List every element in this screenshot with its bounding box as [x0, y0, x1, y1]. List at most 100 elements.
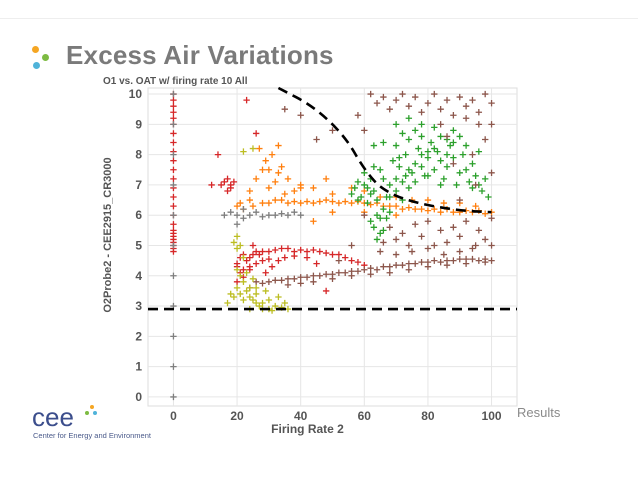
data-point	[386, 269, 393, 276]
data-point	[361, 169, 368, 176]
data-point	[348, 242, 355, 249]
data-point	[386, 106, 393, 113]
data-point	[367, 265, 374, 272]
data-point	[246, 284, 253, 292]
y-tick-label: 10	[129, 87, 143, 101]
data-point	[170, 221, 177, 228]
data-point	[230, 178, 238, 186]
data-point	[405, 184, 413, 192]
data-point	[313, 260, 320, 267]
data-point	[322, 196, 330, 204]
data-point	[418, 109, 425, 116]
data-point	[268, 151, 276, 158]
data-point	[469, 160, 476, 167]
data-point	[431, 257, 438, 264]
data-point	[316, 272, 323, 279]
data-point	[418, 121, 425, 128]
data-point	[170, 115, 177, 122]
data-point	[412, 178, 419, 186]
data-point	[440, 175, 448, 183]
data-point	[462, 115, 470, 122]
data-point	[354, 112, 362, 119]
data-point	[265, 184, 273, 192]
data-point	[335, 257, 343, 264]
data-point	[259, 280, 266, 287]
data-point	[252, 260, 260, 267]
data-point	[275, 142, 282, 149]
data-point	[170, 181, 177, 189]
data-point	[456, 169, 463, 176]
data-point	[424, 245, 432, 252]
data-point	[303, 198, 311, 205]
data-point	[402, 172, 409, 180]
data-point	[415, 145, 422, 152]
data-point	[335, 269, 343, 276]
data-point	[424, 172, 432, 180]
data-point	[297, 212, 304, 219]
data-point	[367, 218, 374, 225]
data-point	[265, 212, 273, 219]
logo-subtitle: Center for Energy and Environment	[33, 431, 151, 440]
data-point	[459, 151, 467, 158]
data-point	[450, 224, 457, 231]
data-point	[462, 166, 470, 173]
data-point	[354, 268, 362, 275]
x-axis-label: Firing Rate 2	[271, 422, 344, 436]
data-point	[392, 175, 400, 183]
data-point	[481, 90, 489, 98]
logo-dots-icon	[85, 405, 99, 419]
data-point	[249, 251, 257, 258]
data-point	[370, 142, 378, 149]
data-point	[412, 160, 419, 167]
data-point	[170, 96, 177, 104]
data-point	[170, 157, 177, 164]
data-point	[275, 257, 282, 264]
data-point	[224, 187, 231, 195]
data-point	[342, 254, 349, 261]
data-point	[437, 157, 444, 164]
data-point	[453, 181, 460, 189]
data-point	[240, 254, 247, 261]
data-point	[392, 187, 400, 195]
data-point	[256, 145, 263, 152]
data-point	[370, 163, 378, 170]
data-point	[227, 290, 234, 298]
data-point	[386, 263, 393, 270]
data-point	[412, 221, 419, 228]
data-point	[246, 263, 253, 270]
data-point	[405, 260, 413, 267]
data-point	[443, 239, 451, 246]
data-point	[170, 130, 177, 137]
data-point	[437, 106, 444, 113]
data-point	[249, 145, 257, 152]
data-point	[281, 254, 288, 261]
data-point	[392, 142, 400, 149]
data-point	[170, 193, 177, 201]
data-point	[364, 184, 371, 192]
data-point	[262, 287, 269, 295]
data-point	[434, 148, 441, 155]
data-point	[405, 102, 413, 110]
data-point	[367, 190, 374, 198]
data-point	[246, 254, 253, 261]
data-point	[297, 274, 304, 281]
data-point	[268, 263, 276, 270]
data-point	[227, 184, 234, 192]
data-point	[170, 363, 177, 370]
data-point	[450, 127, 457, 134]
data-point	[281, 299, 288, 307]
y-tick-label: 7	[135, 178, 142, 192]
data-point	[377, 215, 384, 222]
title-bullet-icon	[30, 44, 62, 74]
data-point	[310, 199, 317, 207]
data-point	[431, 145, 438, 152]
data-point	[412, 93, 419, 101]
data-point	[272, 277, 279, 284]
data-point	[233, 245, 241, 252]
data-point	[259, 248, 266, 255]
data-point	[481, 258, 489, 266]
data-point	[481, 136, 489, 143]
data-point	[475, 109, 483, 116]
data-point	[259, 213, 266, 220]
data-point	[466, 178, 473, 186]
